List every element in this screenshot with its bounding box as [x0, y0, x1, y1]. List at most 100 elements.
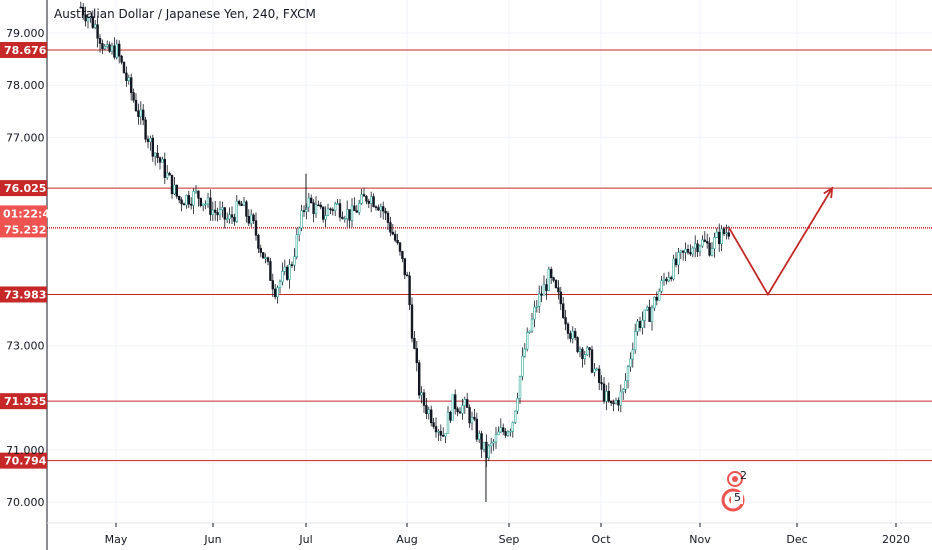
projection-line	[728, 187, 833, 297]
current-price-badge[interactable]	[0, 205, 47, 238]
candle-body	[511, 422, 514, 432]
candle	[341, 211, 344, 220]
candle	[125, 66, 128, 87]
candle-body	[230, 214, 234, 218]
candle	[653, 296, 656, 311]
candle	[343, 215, 346, 223]
candle	[245, 200, 248, 223]
candle-body	[149, 137, 152, 142]
level-badge[interactable]	[0, 41, 47, 58]
level-badge[interactable]	[0, 452, 47, 469]
candle-body	[163, 158, 166, 178]
candle-body	[434, 426, 438, 433]
candle-body	[204, 203, 207, 206]
candle-body	[264, 257, 267, 259]
candle	[456, 406, 459, 417]
event-markers[interactable]: 25	[721, 469, 747, 512]
candle	[79, 1, 83, 9]
candle-body	[681, 250, 685, 253]
candle	[408, 271, 411, 310]
candle	[410, 297, 414, 343]
candle-body	[705, 241, 709, 244]
candle	[413, 331, 416, 350]
candle-body	[482, 441, 486, 450]
candle	[146, 135, 150, 149]
candle-body	[660, 280, 663, 292]
candle	[677, 248, 680, 274]
time-axis[interactable]: May Jun Jul Aug Sep Oct Nov Dec 2020	[105, 523, 910, 546]
candle	[578, 346, 582, 358]
candle	[283, 259, 286, 276]
candle	[132, 88, 135, 103]
candle	[226, 212, 229, 223]
time-tick-label: Sep	[499, 533, 520, 546]
candle-body	[324, 215, 327, 220]
candle-body	[283, 266, 286, 272]
candle	[194, 185, 198, 194]
candle	[209, 189, 212, 221]
candle-body	[641, 319, 644, 328]
candle-body	[621, 388, 625, 393]
candle-body	[281, 271, 284, 283]
candle	[691, 246, 695, 258]
candle-body	[437, 430, 440, 433]
event-marker[interactable]: 2	[727, 469, 747, 487]
candle-body	[348, 209, 351, 221]
candle-body	[214, 209, 217, 213]
candle	[722, 226, 726, 236]
level-badge[interactable]	[0, 393, 47, 410]
candle-body	[643, 309, 647, 321]
candle-body	[381, 206, 385, 212]
event-marker[interactable]: 5	[721, 488, 745, 512]
time-tick-label: Jul	[298, 533, 312, 546]
candle-body	[269, 261, 272, 281]
candle-body	[554, 280, 558, 288]
candle-body	[329, 208, 332, 211]
candle-body	[542, 284, 546, 296]
candle-body	[295, 234, 298, 258]
candle-body	[499, 427, 502, 433]
candle	[158, 156, 162, 170]
level-badge[interactable]	[0, 180, 47, 197]
candle	[110, 42, 114, 55]
candle-body	[677, 252, 680, 266]
candle	[540, 285, 543, 303]
candle-body	[261, 252, 265, 259]
candle	[679, 249, 683, 260]
horizontal-levels	[47, 49, 932, 462]
candle-body	[595, 368, 599, 371]
candle	[561, 296, 565, 320]
candle	[701, 235, 704, 248]
candle-body	[369, 196, 373, 204]
candle-body	[698, 245, 702, 253]
price-tick-label: 78.000	[6, 79, 45, 92]
level-badge[interactable]	[0, 286, 47, 303]
candle	[602, 377, 606, 404]
candle-body	[588, 347, 591, 351]
candle-body	[458, 411, 462, 414]
candle	[501, 423, 505, 436]
candle	[326, 203, 330, 217]
price-tick-label: 70.000	[6, 496, 45, 509]
candle	[345, 200, 349, 227]
candle-body	[439, 430, 442, 436]
candle	[576, 336, 579, 354]
time-tick-label: Aug	[396, 533, 417, 546]
candle	[374, 205, 378, 211]
candle	[461, 398, 464, 420]
candle	[238, 199, 241, 206]
candle	[535, 300, 539, 313]
candle-body	[693, 243, 697, 249]
candle	[293, 248, 296, 271]
candle-body	[657, 290, 661, 301]
price-axis[interactable]: 78.67676.02575.26173.98371.93570.79401:2…	[0, 27, 58, 509]
candle-body	[590, 349, 594, 373]
candle	[607, 382, 611, 403]
candle	[672, 254, 675, 281]
candle-body	[142, 109, 145, 121]
candle-body	[180, 199, 183, 205]
candle	[420, 386, 423, 404]
candle-body	[506, 431, 510, 436]
